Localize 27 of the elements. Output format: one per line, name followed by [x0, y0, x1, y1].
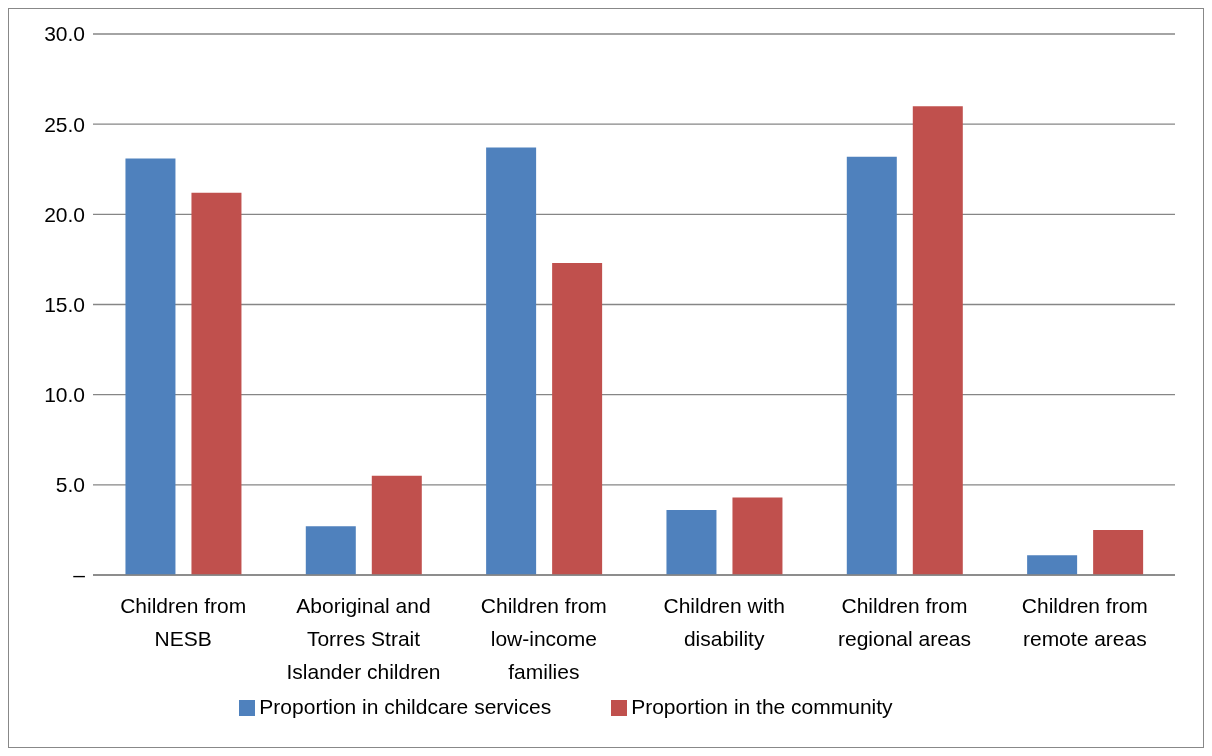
bar — [1027, 555, 1078, 575]
x-tick-label: Children from NESB — [120, 594, 247, 650]
bar — [125, 158, 176, 575]
bar — [732, 497, 783, 575]
bar — [486, 147, 537, 575]
bar — [305, 526, 356, 575]
bar — [371, 475, 422, 575]
x-tick-label: Children from low-income families — [480, 594, 607, 683]
x-tick-label: Children from regional areas — [837, 594, 972, 650]
y-tick-label: 20.0 — [44, 202, 85, 226]
y-tick-label: 10.0 — [44, 383, 85, 407]
bar — [912, 106, 963, 575]
x-tick-label: Children from remote areas — [1021, 594, 1148, 650]
bar — [552, 263, 603, 575]
bar — [666, 510, 717, 575]
y-tick-label: 25.0 — [44, 112, 85, 136]
y-tick-label: 5.0 — [55, 473, 85, 497]
x-tick-label: Children with disability — [663, 594, 785, 650]
y-tick-label: – — [73, 563, 86, 587]
y-tick-label: 15.0 — [44, 292, 85, 316]
bar — [846, 156, 897, 575]
x-tick-label: Aboriginal and Torres Strait Islander children — [286, 594, 441, 683]
bar — [191, 192, 242, 575]
legend-label: Proportion in childcare services — [259, 695, 552, 718]
y-tick-label: 30.0 — [44, 22, 85, 46]
bar — [1093, 529, 1144, 575]
legend-label: Proportion in the community — [631, 695, 893, 718]
